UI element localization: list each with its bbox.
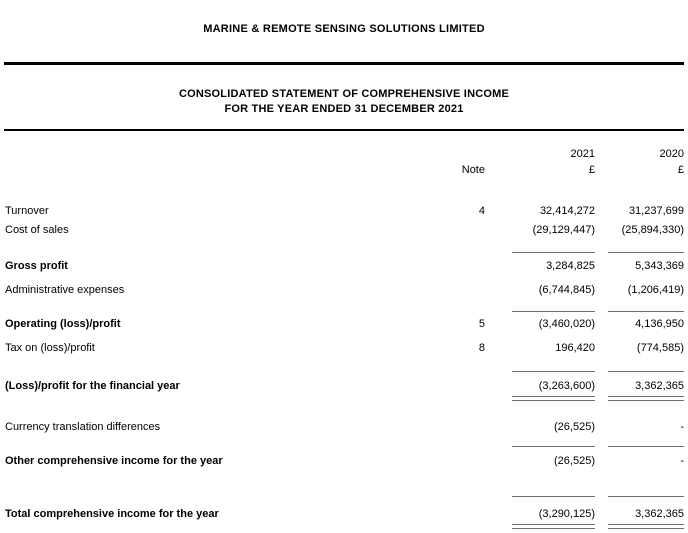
subtotal-rule-2021-total-comprehensive xyxy=(512,496,595,497)
row-value-2021-tax-on-loss-profit: 196,420 xyxy=(555,342,595,354)
row-value-2021-other-comprehensive-income: (26,525) xyxy=(554,455,595,467)
subtotal-rule-2020-loss-profit-year xyxy=(608,371,684,372)
row-value-2020-operating-loss-profit: 4,136,950 xyxy=(635,318,684,330)
row-value-2020-other-comprehensive-income: - xyxy=(680,455,684,467)
subtotal-rule-2021-loss-profit-year xyxy=(512,371,595,372)
row-value-2021-turnover: 32,414,272 xyxy=(539,205,595,217)
row-label-currency-translation-differences: Currency translation differences xyxy=(5,421,161,433)
company-name: MARINE & REMOTE SENSING SOLUTIONS LIMITE… xyxy=(203,23,485,35)
total-rule-2020-loss-profit-year xyxy=(608,396,684,401)
header-divider-top xyxy=(4,62,684,65)
subtotal-rule-2020-total-comprehensive xyxy=(608,496,684,497)
subtotal-rule-2021-gross-profit xyxy=(512,252,595,253)
row-value-2021-operating-loss-profit: (3,460,020) xyxy=(538,318,595,330)
column-header-year-2021: 2021 xyxy=(570,148,595,160)
row-label-operating-loss-profit: Operating (loss)/profit xyxy=(5,318,121,330)
table-row: Turnover 4 32,414,272 31,237,699 xyxy=(0,205,688,221)
row-value-2021-cost-of-sales: (29,129,447) xyxy=(532,224,595,236)
row-value-2020-currency-translation-differences: - xyxy=(680,421,684,433)
row-label-total-comprehensive-income: Total comprehensive income for the year xyxy=(5,508,219,520)
row-value-2020-administrative-expenses: (1,206,419) xyxy=(627,284,684,296)
row-label-loss-profit-financial-year: (Loss)/profit for the financial year xyxy=(5,380,180,392)
table-row: Total comprehensive income for the year … xyxy=(0,508,688,524)
row-note-operating-loss-profit: 5 xyxy=(478,318,485,330)
row-label-cost-of-sales: Cost of sales xyxy=(5,224,69,236)
row-value-2021-total-comprehensive-income: (3,290,125) xyxy=(538,508,595,520)
table-row: Gross profit 3,284,825 5,343,369 xyxy=(0,260,688,276)
row-value-2021-currency-translation-differences: (26,525) xyxy=(554,421,595,433)
statement-title-line2: FOR THE YEAR ENDED 31 DECEMBER 2021 xyxy=(224,103,464,115)
row-value-2021-administrative-expenses: (6,744,845) xyxy=(538,284,595,296)
row-value-2020-loss-profit-financial-year: 3,362,365 xyxy=(635,380,684,392)
row-note-turnover: 4 xyxy=(478,205,485,217)
total-rule-2020-total-comprehensive xyxy=(608,524,684,529)
subtotal-rule-2020-gross-profit xyxy=(608,252,684,253)
row-value-2021-loss-profit-financial-year: (3,263,600) xyxy=(538,380,595,392)
row-label-other-comprehensive-income: Other comprehensive income for the year xyxy=(5,455,223,467)
total-rule-2021-loss-profit-year xyxy=(512,396,595,401)
column-header-year-2020: 2020 xyxy=(659,148,684,160)
column-header-currency-2020: £ xyxy=(677,164,684,176)
table-row: Operating (loss)/profit 5 (3,460,020) 4,… xyxy=(0,318,688,334)
header-divider-bottom xyxy=(4,129,684,131)
table-row: Tax on (loss)/profit 8 196,420 (774,585) xyxy=(0,342,688,358)
row-value-2021-gross-profit: 3,284,825 xyxy=(546,260,595,272)
table-row: Currency translation differences (26,525… xyxy=(0,421,688,437)
subtotal-rule-2020-other-comprehensive xyxy=(608,446,684,447)
table-row: Other comprehensive income for the year … xyxy=(0,455,688,471)
column-header-currency-2021: £ xyxy=(588,164,595,176)
row-value-2020-gross-profit: 5,343,369 xyxy=(635,260,684,272)
column-header-note: Note xyxy=(461,164,485,176)
table-row: (Loss)/profit for the financial year (3,… xyxy=(0,380,688,396)
row-note-tax-on-loss-profit: 8 xyxy=(478,342,485,354)
row-value-2020-tax-on-loss-profit: (774,585) xyxy=(636,342,684,354)
statement-title-line1: CONSOLIDATED STATEMENT OF COMPREHENSIVE … xyxy=(178,88,510,100)
subtotal-rule-2021-operating xyxy=(512,311,595,312)
table-row: Cost of sales (29,129,447) (25,894,330) xyxy=(0,224,688,240)
row-value-2020-total-comprehensive-income: 3,362,365 xyxy=(635,508,684,520)
row-label-tax-on-loss-profit: Tax on (loss)/profit xyxy=(5,342,95,354)
row-label-gross-profit: Gross profit xyxy=(5,260,68,272)
subtotal-rule-2021-other-comprehensive xyxy=(512,446,595,447)
table-row: Administrative expenses (6,744,845) (1,2… xyxy=(0,284,688,300)
row-value-2020-turnover: 31,237,699 xyxy=(628,205,684,217)
total-rule-2021-total-comprehensive xyxy=(512,524,595,529)
row-value-2020-cost-of-sales: (25,894,330) xyxy=(621,224,684,236)
subtotal-rule-2020-operating xyxy=(608,311,684,312)
row-label-administrative-expenses: Administrative expenses xyxy=(5,284,125,296)
row-label-turnover: Turnover xyxy=(5,205,49,217)
